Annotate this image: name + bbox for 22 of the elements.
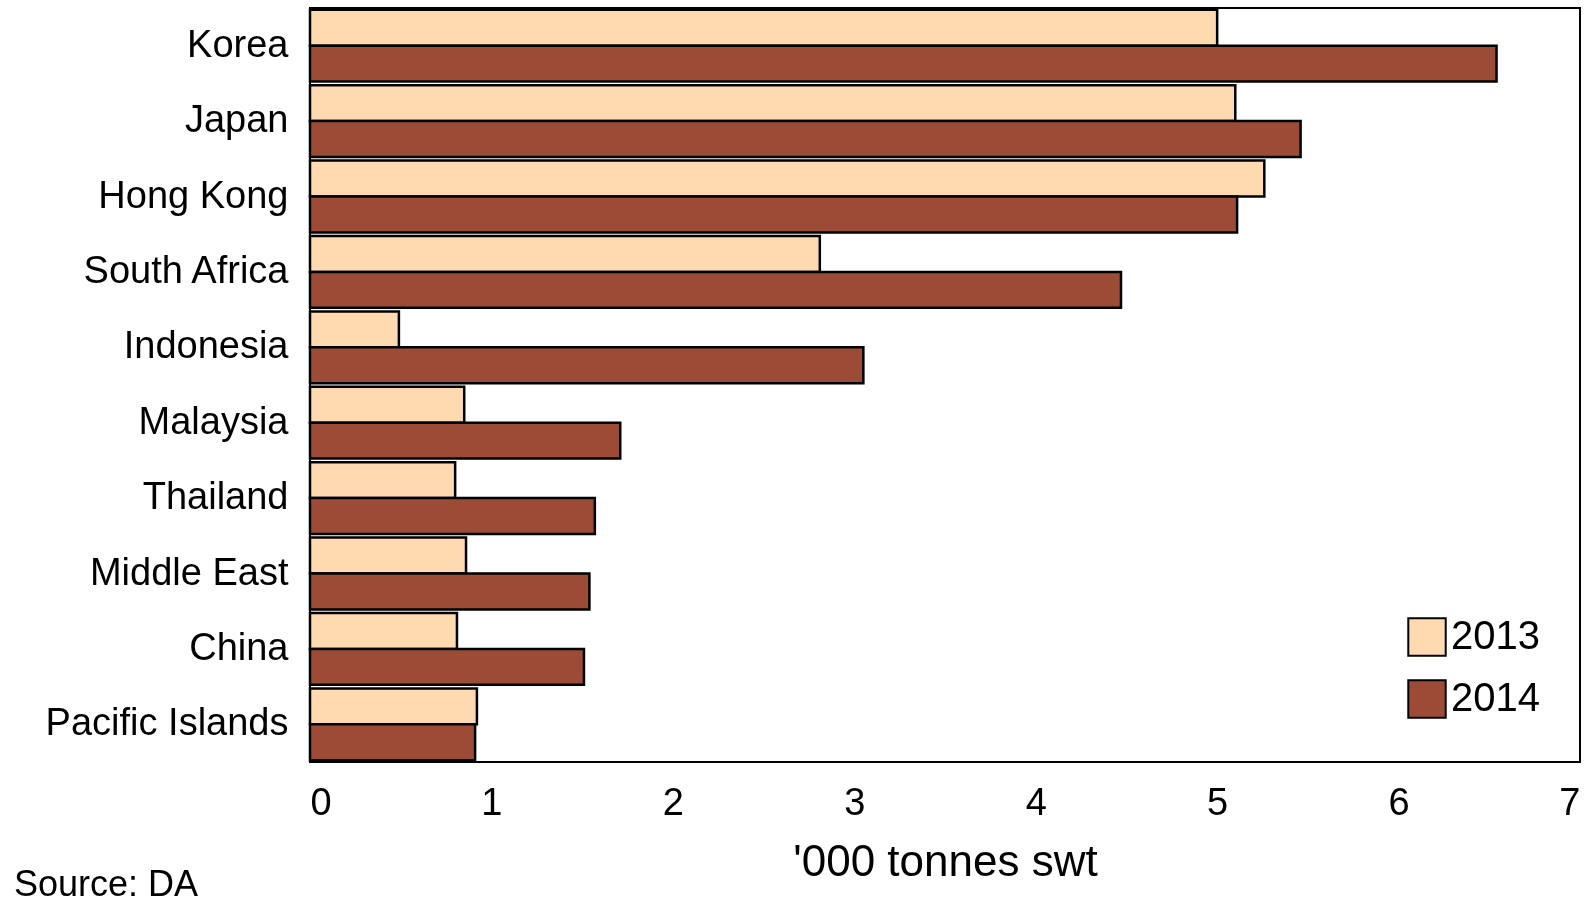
y-tick-label: Hong Kong bbox=[98, 173, 289, 216]
x-tick-label: 6 bbox=[1388, 780, 1410, 823]
x-tick-label: 7 bbox=[1559, 780, 1581, 823]
x-tick-label: 2 bbox=[662, 780, 684, 823]
y-tick-label: Middle East bbox=[89, 550, 289, 593]
y-tick-label: South Africa bbox=[83, 248, 290, 291]
x-tick-label: 3 bbox=[844, 780, 866, 823]
legend-label: 2013 bbox=[1451, 613, 1540, 657]
legend-label: 2014 bbox=[1451, 675, 1540, 719]
y-tick-label: China bbox=[189, 625, 290, 668]
x-tick-label: 5 bbox=[1207, 780, 1229, 823]
source-note: Source: DA bbox=[14, 863, 199, 904]
y-tick-label: Japan bbox=[184, 98, 289, 141]
y-tick-label: Pacific Islands bbox=[45, 701, 289, 744]
y-tick-label: Malaysia bbox=[138, 399, 290, 442]
y-tick-label: Indonesia bbox=[123, 324, 290, 367]
x-tick-label: 1 bbox=[481, 780, 503, 823]
x-tick-label: 4 bbox=[1025, 780, 1047, 823]
x-tick-label: 0 bbox=[310, 780, 332, 823]
y-tick-label: Thailand bbox=[142, 475, 289, 518]
x-axis-title: '000 tonnes swt bbox=[793, 835, 1098, 885]
y-tick-label: Korea bbox=[187, 22, 290, 65]
